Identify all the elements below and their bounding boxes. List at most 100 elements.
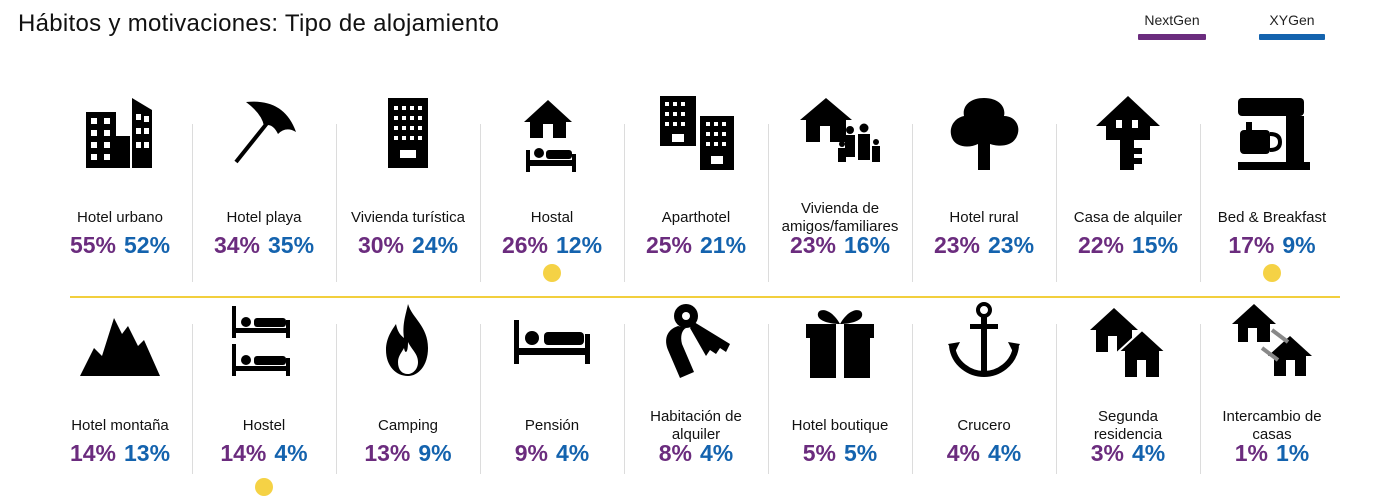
accommodation-item: Intercambio de casas 1% 1% xyxy=(1200,288,1344,496)
accommodation-item: Casa de alquiler 22% 15% xyxy=(1056,80,1200,288)
nextgen-value: 34% xyxy=(213,232,260,258)
accommodation-grid: Hotel urbano 55% 52% Hotel playa 34% 35% Vivie… xyxy=(48,80,1344,496)
xygen-value: 21% xyxy=(700,232,747,258)
accommodation-item: Hotel rural 23% 23% xyxy=(912,80,1056,288)
item-values: 9% 4% xyxy=(480,440,624,467)
item-label: Hostel xyxy=(242,417,286,434)
column-separator xyxy=(480,324,481,474)
item-label: Habitación de alquiler xyxy=(650,408,742,443)
item-values: 23% 23% xyxy=(912,232,1056,259)
nextgen-value: 8% xyxy=(658,440,692,466)
nextgen-value: 23% xyxy=(789,232,836,258)
column-separator xyxy=(1200,324,1201,474)
nextgen-value: 14% xyxy=(69,440,116,466)
accommodation-item: Crucero 4% 4% xyxy=(912,288,1056,496)
column-separator xyxy=(1056,324,1057,474)
apartment-building-icon xyxy=(368,92,448,172)
xygen-value: 15% xyxy=(1132,232,1179,258)
accommodation-item: Vivienda turística 30% 24% xyxy=(336,80,480,288)
coffee-machine-icon xyxy=(1232,92,1312,172)
campfire-icon xyxy=(368,300,448,380)
column-separator xyxy=(768,324,769,474)
highlight-marker xyxy=(543,264,561,282)
item-label: Intercambio de casas xyxy=(1222,408,1322,443)
xygen-value: 23% xyxy=(988,232,1035,258)
xygen-value: 13% xyxy=(124,440,171,466)
house-exchange-icon xyxy=(1232,300,1312,380)
accommodation-item: Camping 13% 9% xyxy=(336,288,480,496)
xygen-value: 4% xyxy=(274,440,308,466)
item-label: Vivienda de amigos/familiares xyxy=(781,200,899,235)
xygen-value: 4% xyxy=(988,440,1022,466)
two-buildings-icon xyxy=(656,92,736,172)
city-buildings-icon xyxy=(80,92,160,172)
item-label: Aparthotel xyxy=(661,209,731,226)
legend-nextgen-label: NextGen xyxy=(1144,12,1200,28)
item-values: 4% 4% xyxy=(912,440,1056,467)
nextgen-value: 1% xyxy=(1234,440,1268,466)
xygen-value: 4% xyxy=(1132,440,1166,466)
xygen-value: 4% xyxy=(700,440,734,466)
nextgen-value: 30% xyxy=(357,232,404,258)
accommodation-item: Hotel boutique 5% 5% xyxy=(768,288,912,496)
item-label: Hotel boutique xyxy=(791,417,889,434)
legend-xygen-swatch xyxy=(1259,34,1325,40)
item-values: 55% 52% xyxy=(48,232,192,259)
column-separator xyxy=(912,324,913,474)
tree-icon xyxy=(944,92,1024,172)
nextgen-value: 4% xyxy=(946,440,980,466)
item-values: 23% 16% xyxy=(768,232,912,259)
column-separator xyxy=(624,324,625,474)
nextgen-value: 14% xyxy=(220,440,267,466)
item-values: 13% 9% xyxy=(336,440,480,467)
item-values: 25% 21% xyxy=(624,232,768,259)
highlight-marker xyxy=(1263,264,1281,282)
column-separator xyxy=(1056,124,1057,282)
house-family-icon xyxy=(800,92,880,172)
column-separator xyxy=(1200,124,1201,282)
two-houses-icon xyxy=(1088,300,1168,380)
xygen-value: 52% xyxy=(124,232,171,258)
item-values: 34% 35% xyxy=(192,232,336,259)
item-label: Casa de alquiler xyxy=(1073,209,1183,226)
item-values: 14% 13% xyxy=(48,440,192,467)
xygen-value: 9% xyxy=(418,440,452,466)
bunk-beds-icon xyxy=(224,300,304,380)
legend-nextgen-swatch xyxy=(1138,34,1206,40)
column-separator xyxy=(336,324,337,474)
item-values: 17% 9% xyxy=(1200,232,1344,259)
xygen-value: 5% xyxy=(844,440,878,466)
xygen-value: 16% xyxy=(844,232,891,258)
xygen-value: 35% xyxy=(268,232,315,258)
accommodation-item: Aparthotel 25% 21% xyxy=(624,80,768,288)
nextgen-value: 26% xyxy=(501,232,548,258)
nextgen-value: 9% xyxy=(514,440,548,466)
chart-title: Hábitos y motivaciones: Tipo de alojamie… xyxy=(18,10,500,37)
bed-icon xyxy=(512,300,592,380)
nextgen-value: 17% xyxy=(1228,232,1275,258)
column-separator xyxy=(192,324,193,474)
column-separator xyxy=(192,124,193,282)
item-label: Segunda residencia xyxy=(1093,408,1163,443)
nextgen-value: 25% xyxy=(645,232,692,258)
item-label: Hostal xyxy=(530,209,574,226)
item-label: Bed & Breakfast xyxy=(1217,209,1327,226)
accommodation-item: Hotel playa 34% 35% xyxy=(192,80,336,288)
column-separator xyxy=(336,124,337,282)
item-label: Hotel playa xyxy=(226,209,302,226)
accommodation-item: Hostal 26% 12% xyxy=(480,80,624,288)
accommodation-item: Segunda residencia 3% 4% xyxy=(1056,288,1200,496)
accommodation-item: Hotel montaña 14% 13% xyxy=(48,288,192,496)
highlight-marker xyxy=(255,478,273,496)
nextgen-value: 22% xyxy=(1077,232,1124,258)
beach-umbrella-icon xyxy=(224,92,304,172)
accommodation-item: Hostel 14% 4% xyxy=(192,288,336,496)
gift-box-icon xyxy=(800,300,880,380)
column-separator xyxy=(624,124,625,282)
accommodation-item: Vivienda de amigos/familiares 23% 16% xyxy=(768,80,912,288)
accommodation-item: Hotel urbano 55% 52% xyxy=(48,80,192,288)
mountains-icon xyxy=(80,300,160,380)
item-label: Crucero xyxy=(957,417,1011,434)
item-values: 14% 4% xyxy=(192,440,336,467)
item-values: 1% 1% xyxy=(1200,440,1344,467)
